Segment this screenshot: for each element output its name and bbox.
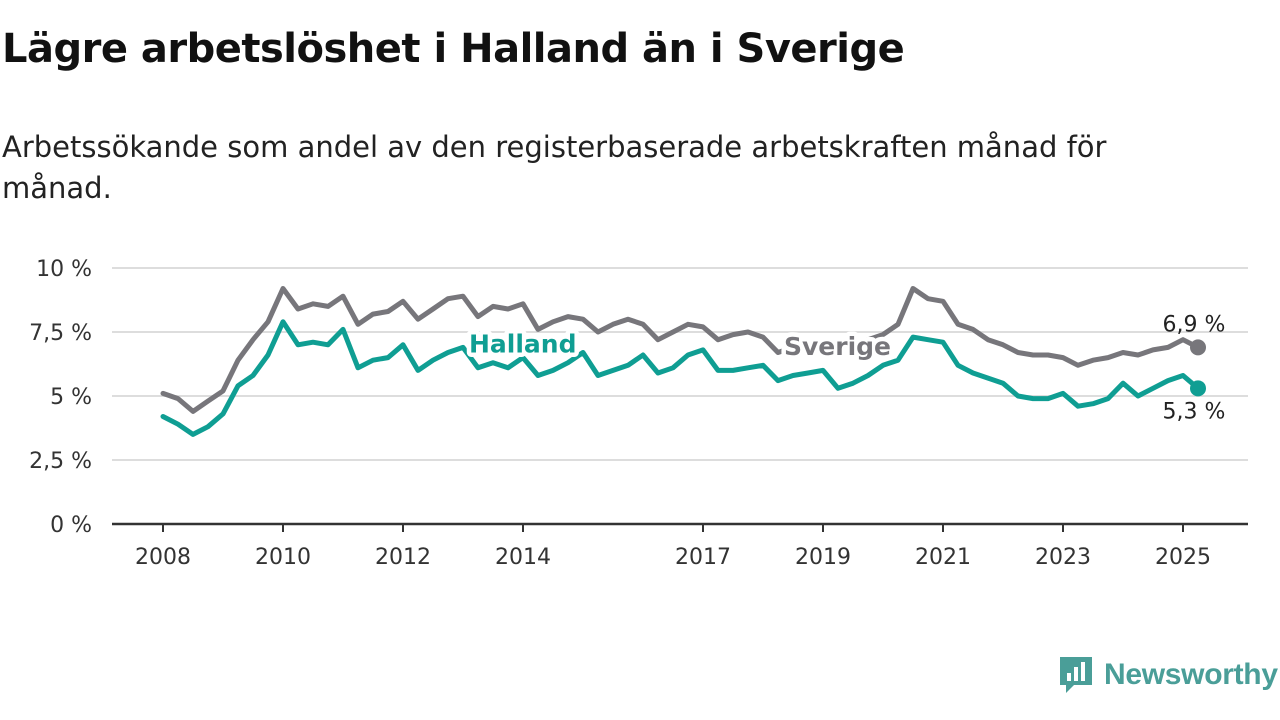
x-tick-label: 2021 [915, 545, 971, 570]
series-lines [160, 286, 1201, 437]
newsworthy-brand: Newsworthy [1058, 652, 1278, 698]
line-chart: 0 % 2,5 % 5 % 7,5 % 10 % 2008 2010 2012 2014 201… [29, 257, 1248, 570]
x-tick-label: 2008 [135, 545, 191, 570]
series-line-halland [160, 319, 1201, 437]
series-label-sverige: Sverige [784, 332, 891, 361]
newsworthy-logo-icon [1060, 657, 1092, 693]
y-axis-ticks: 0 % 2,5 % 5 % 7,5 % 10 % [29, 257, 92, 538]
series-line-sverige [160, 286, 1201, 414]
series-label-halland: Halland [469, 329, 577, 358]
y-tick-label: 0 % [50, 513, 92, 538]
endpoint-dot-halland [1190, 380, 1206, 397]
x-tick-label: 2023 [1035, 545, 1091, 570]
x-tick-label: 2019 [795, 545, 851, 570]
y-tick-label: 5 % [50, 385, 92, 410]
x-tick-label: 2014 [495, 545, 551, 570]
x-tick-label: 2025 [1155, 545, 1211, 570]
x-tick-label: 2017 [675, 545, 731, 570]
y-tick-label: 7,5 % [29, 321, 92, 346]
x-tick-label: 2010 [255, 545, 311, 570]
x-tick-label: 2012 [375, 545, 431, 570]
endpoint-dot-sverige [1190, 339, 1206, 356]
series-endpoints: 6,9 % 5,3 % [1163, 312, 1226, 424]
y-tick-label: 10 % [36, 257, 92, 282]
x-axis-ticks: 2008 2010 2012 2014 2017 2019 2021 2023 2025 [135, 524, 1211, 570]
brand-name: Newsworthy [1104, 658, 1278, 691]
series-labels: Sverige Halland [465, 325, 896, 366]
y-tick-label: 2,5 % [29, 449, 92, 474]
end-value-label-halland: 5,3 % [1163, 399, 1226, 424]
chart-title: Lägre arbetslöshet i Halland än i Sverig… [2, 26, 905, 72]
chart-subtitle: Arbetssökande som andel av den registerb… [2, 130, 1107, 205]
end-value-label-sverige: 6,9 % [1163, 312, 1226, 337]
